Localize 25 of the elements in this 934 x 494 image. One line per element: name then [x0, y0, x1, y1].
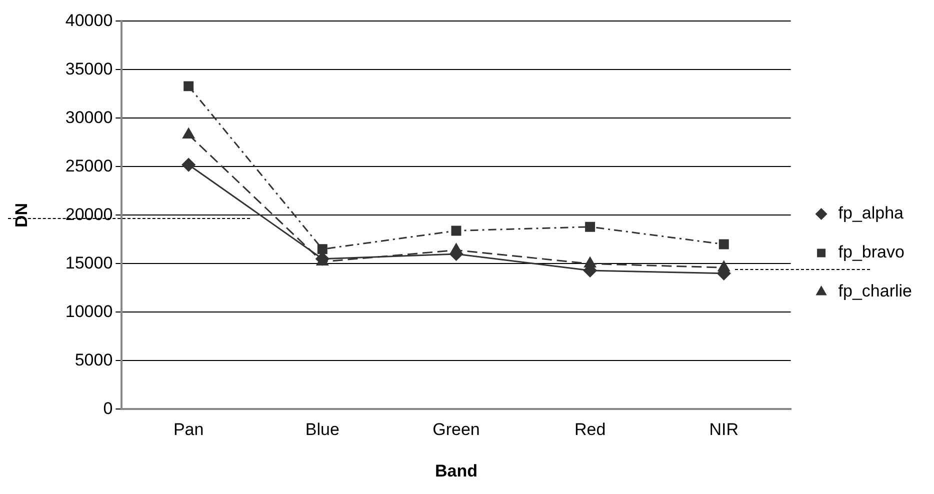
x-tick-label: Blue — [305, 420, 340, 440]
x-tick-label: Pan — [173, 420, 204, 440]
point — [718, 239, 729, 250]
y-tick-label: 30000 — [65, 108, 113, 127]
y-tick-label: 15000 — [65, 253, 113, 272]
y-axis-title: DN — [12, 202, 31, 228]
x-tick-label: NIR — [709, 420, 739, 440]
x-axis-title: Band — [434, 461, 478, 480]
point — [182, 158, 196, 172]
point — [585, 222, 596, 232]
y-tick-label: 25000 — [65, 156, 113, 176]
point — [451, 226, 462, 236]
y-tick-label: 0 — [103, 398, 113, 418]
point — [184, 81, 194, 92]
legend-label: fp_alpha — [838, 204, 904, 223]
x-tick-label: Green — [432, 420, 480, 440]
x-tick-label: Red — [574, 420, 606, 440]
y-tick-label: 5000 — [74, 350, 113, 370]
y-tick-label: 10000 — [65, 302, 113, 321]
legend-label: fp_bravo — [838, 242, 904, 262]
y-tick-label: 20000 — [65, 204, 113, 224]
legend-label: fp_charlie — [838, 282, 912, 301]
y-tick-label: 35000 — [65, 59, 113, 78]
y-tick-label: 40000 — [65, 10, 113, 30]
point — [317, 244, 328, 254]
